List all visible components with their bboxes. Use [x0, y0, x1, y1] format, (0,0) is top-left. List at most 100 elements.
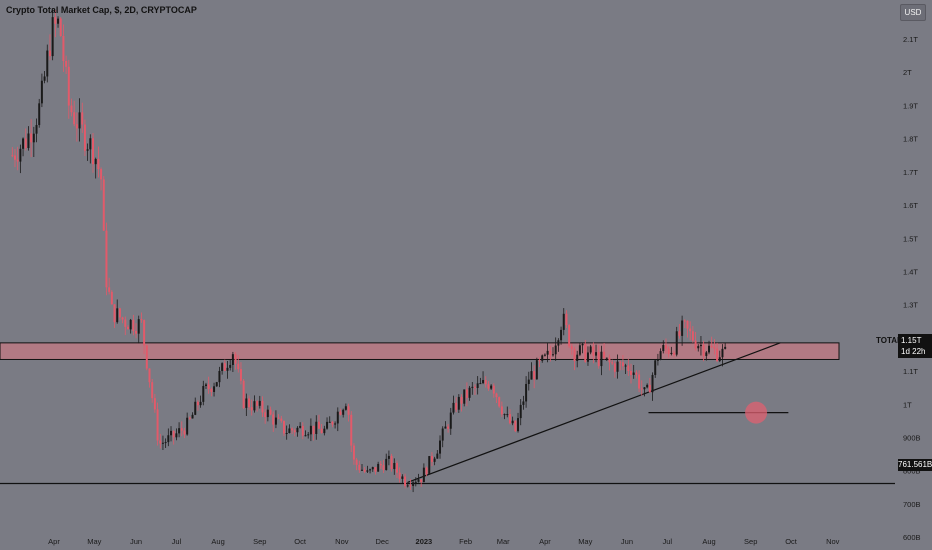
x-tick-label: Sep — [253, 537, 266, 546]
candle-body — [382, 465, 385, 471]
candle-body — [266, 409, 269, 418]
candle-body — [678, 331, 681, 336]
candle-body — [406, 485, 409, 487]
candle-body — [299, 425, 302, 428]
candle-body — [361, 469, 364, 471]
candle-body — [667, 348, 670, 354]
y-axis: 2.1T2T1.9T1.8T1.7T1.6T1.5T1.4T1.3T1.2T1.… — [903, 35, 921, 542]
candle-body — [164, 442, 167, 444]
candle-body — [70, 105, 73, 113]
currency-button[interactable]: USD — [900, 4, 926, 21]
candle-body — [250, 407, 253, 411]
candle-body — [73, 112, 76, 125]
candle-body — [253, 401, 256, 411]
y-tick-label: 1.5T — [903, 234, 918, 243]
candle-body — [377, 463, 380, 472]
x-tick-label: 2023 — [416, 537, 433, 546]
candle-body — [116, 308, 119, 323]
candle-body — [519, 404, 522, 419]
candle-body — [170, 430, 173, 436]
candle-body — [137, 319, 140, 334]
candle-body — [621, 362, 624, 367]
candle-body — [527, 379, 530, 384]
candle-body — [710, 345, 713, 348]
candle-body — [110, 291, 113, 305]
candle-body — [159, 440, 162, 444]
candle-body — [105, 230, 108, 288]
candle-body — [336, 411, 339, 424]
candle-body — [463, 389, 466, 404]
candle-body — [455, 402, 458, 410]
candle-body — [178, 428, 181, 434]
candle-body — [578, 345, 581, 355]
y-tick-label: 1.3T — [903, 301, 918, 310]
candle-body — [328, 421, 331, 423]
y-tick-label: 1.6T — [903, 201, 918, 210]
candle-body — [627, 365, 630, 371]
candle-body — [282, 420, 285, 434]
candle-body — [22, 138, 25, 149]
y-tick-label: 2T — [903, 68, 912, 77]
candle-body — [218, 370, 221, 383]
candle-body — [683, 320, 686, 322]
candle-body — [409, 485, 412, 487]
candle-body — [675, 331, 678, 355]
candle-body — [121, 317, 124, 320]
candle-body — [13, 155, 16, 160]
candle-body — [387, 455, 390, 459]
candle-body — [221, 363, 224, 371]
candle-body — [135, 331, 138, 334]
candle-body — [557, 340, 560, 346]
candle-body — [457, 396, 460, 410]
candle-body — [662, 345, 665, 352]
candle-body — [229, 364, 232, 368]
y-tick-label: 1.9T — [903, 101, 918, 110]
candle-body — [595, 352, 598, 356]
candle-body — [646, 384, 649, 388]
symbol-label: TOTAL — [874, 336, 904, 345]
candle-body — [285, 432, 288, 434]
candle-body — [132, 319, 135, 332]
candle-body — [393, 462, 396, 470]
candle-body — [312, 425, 315, 435]
candle-body — [449, 412, 452, 429]
candle-body — [721, 348, 724, 358]
x-tick-label: Apr — [48, 537, 60, 546]
candle-body — [358, 464, 361, 471]
candle-body — [27, 133, 30, 149]
candle-body — [309, 425, 312, 435]
candle-body — [616, 361, 619, 372]
candle-body — [207, 384, 210, 389]
candle-body — [323, 428, 326, 434]
candle-body — [54, 17, 57, 24]
candle-body — [605, 357, 608, 359]
candle-body — [188, 417, 191, 419]
candle-body — [490, 385, 493, 389]
candle-body — [592, 346, 595, 356]
candle-body — [59, 18, 62, 36]
candle-body — [716, 348, 719, 361]
candle-body — [530, 371, 533, 380]
candle-body — [118, 308, 121, 318]
candle-body — [202, 385, 205, 402]
candle-body — [75, 124, 78, 129]
candle-body — [420, 479, 423, 483]
candle-body — [143, 320, 146, 346]
candle-body — [97, 158, 100, 170]
candle-body — [444, 426, 447, 429]
candle-body — [145, 345, 148, 369]
candle-body — [600, 351, 603, 367]
candle-body — [24, 138, 27, 149]
candle-body — [484, 379, 487, 385]
candle-body — [554, 345, 557, 355]
candle-body — [226, 367, 229, 371]
candle-body — [172, 430, 175, 438]
candle-body — [100, 169, 103, 180]
candle-body — [326, 421, 329, 429]
x-tick-label: Nov — [335, 537, 349, 546]
y-tick-label: 1.7T — [903, 168, 918, 177]
candle-body — [334, 423, 337, 425]
candle-body — [436, 453, 439, 459]
x-tick-label: Mar — [497, 537, 510, 546]
